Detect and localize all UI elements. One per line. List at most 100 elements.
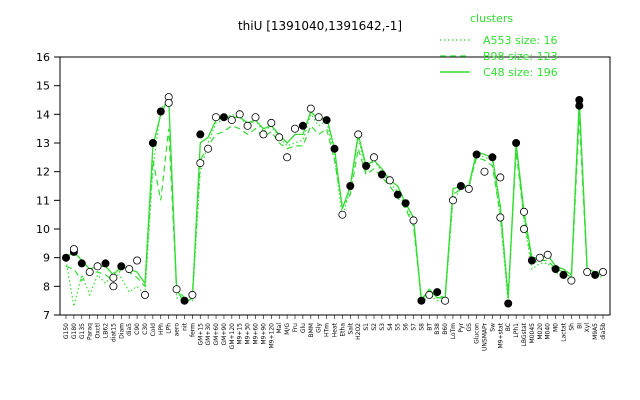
chart-title: thiU [1391040,1391642,-1] xyxy=(238,19,402,33)
data-point xyxy=(346,181,355,190)
x-axis: G150 G180 G135 Paraq Oxctl LB62 diat15 Diam dia5… xyxy=(63,315,607,351)
x-tick-label: LPh1 xyxy=(513,323,520,338)
x-tick-label: S7 xyxy=(410,323,417,331)
x-tick-label: S5 xyxy=(395,323,402,331)
data-point xyxy=(267,118,276,127)
x-tick-label: Fru xyxy=(292,323,299,332)
x-tick-label: BT xyxy=(426,323,433,331)
data-point xyxy=(417,296,426,305)
x-tick-label: G180 xyxy=(71,323,78,339)
data-point xyxy=(464,184,473,193)
data-point xyxy=(196,159,205,168)
x-tick-label: LB62 xyxy=(102,323,109,338)
x-tick-label: GM+30 xyxy=(205,323,212,346)
data-point xyxy=(472,150,481,159)
data-point xyxy=(109,273,118,282)
x-tick-label: Diam xyxy=(118,323,125,339)
x-tick-label: M/G xyxy=(284,323,291,335)
x-tick-label: C30 xyxy=(142,323,149,335)
data-point xyxy=(204,144,213,153)
data-point xyxy=(275,133,284,142)
data-point xyxy=(599,267,608,276)
x-tick-label: nit xyxy=(181,322,188,330)
x-tick-label: Heat xyxy=(332,322,339,337)
data-point xyxy=(448,196,457,205)
data-point xyxy=(77,259,86,268)
x-tick-label: dia5b xyxy=(600,323,607,340)
x-tick-label: M0045 xyxy=(529,323,536,344)
series-line-solid xyxy=(65,96,603,305)
data-point xyxy=(219,113,228,122)
x-tick-label: M0 xyxy=(553,323,560,332)
y-tick-label: 12 xyxy=(36,166,50,179)
data-point xyxy=(527,256,536,265)
data-point xyxy=(69,245,78,254)
x-tick-label: ferm xyxy=(189,323,196,337)
data-point xyxy=(377,170,386,179)
series-layer xyxy=(65,96,604,307)
plot-frame xyxy=(59,56,611,316)
data-point xyxy=(338,210,347,219)
data-point xyxy=(441,296,450,305)
x-tick-label: dia5 xyxy=(126,323,133,336)
data-point xyxy=(543,250,552,259)
data-point xyxy=(156,107,165,116)
x-tick-label: M9+stat xyxy=(497,322,504,348)
x-tick-label: LPh xyxy=(166,323,173,334)
data-point xyxy=(583,267,592,276)
x-tick-label: UNSMAPr xyxy=(482,322,489,350)
x-tick-label: M9+60 xyxy=(253,323,260,345)
data-point xyxy=(520,207,529,216)
data-point xyxy=(496,173,505,182)
y-tick-label: 13 xyxy=(36,137,50,150)
legend-label: A553 size: 16 xyxy=(483,34,558,47)
x-tick-label: M020 xyxy=(537,323,544,340)
x-tick-label: C90 xyxy=(134,323,141,335)
data-point xyxy=(314,113,323,122)
data-point xyxy=(196,130,205,139)
x-tick-label: Salt xyxy=(347,322,354,334)
x-tick-label: M9+15 xyxy=(237,323,244,345)
x-tick-label: B38 xyxy=(434,323,441,335)
data-point xyxy=(298,121,307,130)
data-point xyxy=(133,256,142,265)
data-point xyxy=(243,121,252,130)
data-point xyxy=(188,290,197,299)
legend-title: clusters xyxy=(470,12,513,25)
data-point xyxy=(456,181,465,190)
x-tick-label: S3 xyxy=(379,323,386,331)
x-tick-label: G135 xyxy=(79,323,86,339)
x-tick-label: aero xyxy=(174,323,181,337)
data-point xyxy=(535,253,544,262)
y-tick-label: 14 xyxy=(36,108,50,121)
x-tick-label: BC xyxy=(505,323,512,331)
y-tick-label: 11 xyxy=(36,194,50,207)
data-point xyxy=(180,296,189,305)
x-tick-label: S6 xyxy=(403,323,410,331)
data-point xyxy=(290,124,299,133)
data-point xyxy=(393,190,402,199)
x-tick-label: diat15 xyxy=(110,323,117,342)
x-tick-label: GM+120 xyxy=(229,323,236,349)
x-tick-label: S4 xyxy=(387,323,394,331)
x-tick-label: BMM xyxy=(308,323,315,337)
data-point xyxy=(164,98,173,107)
data-point xyxy=(362,161,371,170)
data-point xyxy=(172,285,181,294)
data-point xyxy=(140,290,149,299)
legend-label: C48 size: 196 xyxy=(483,66,558,79)
data-point xyxy=(559,270,568,279)
y-tick-label: 16 xyxy=(36,51,50,64)
x-tick-label: HPh xyxy=(158,323,165,335)
y-axis: 7 8 9 10 11 12 13 14 15 16 xyxy=(36,51,60,322)
x-tick-label: G150 xyxy=(63,323,70,339)
x-tick-label: M9A5 xyxy=(592,323,599,340)
x-tick-label: Gly xyxy=(316,323,323,333)
x-tick-label: S8 xyxy=(418,323,425,331)
data-point xyxy=(93,262,102,271)
data-point xyxy=(125,265,134,274)
x-tick-label: GM+15 xyxy=(197,323,204,346)
x-tick-label: S2 xyxy=(371,323,378,331)
x-tick-label: Sh xyxy=(568,323,575,331)
